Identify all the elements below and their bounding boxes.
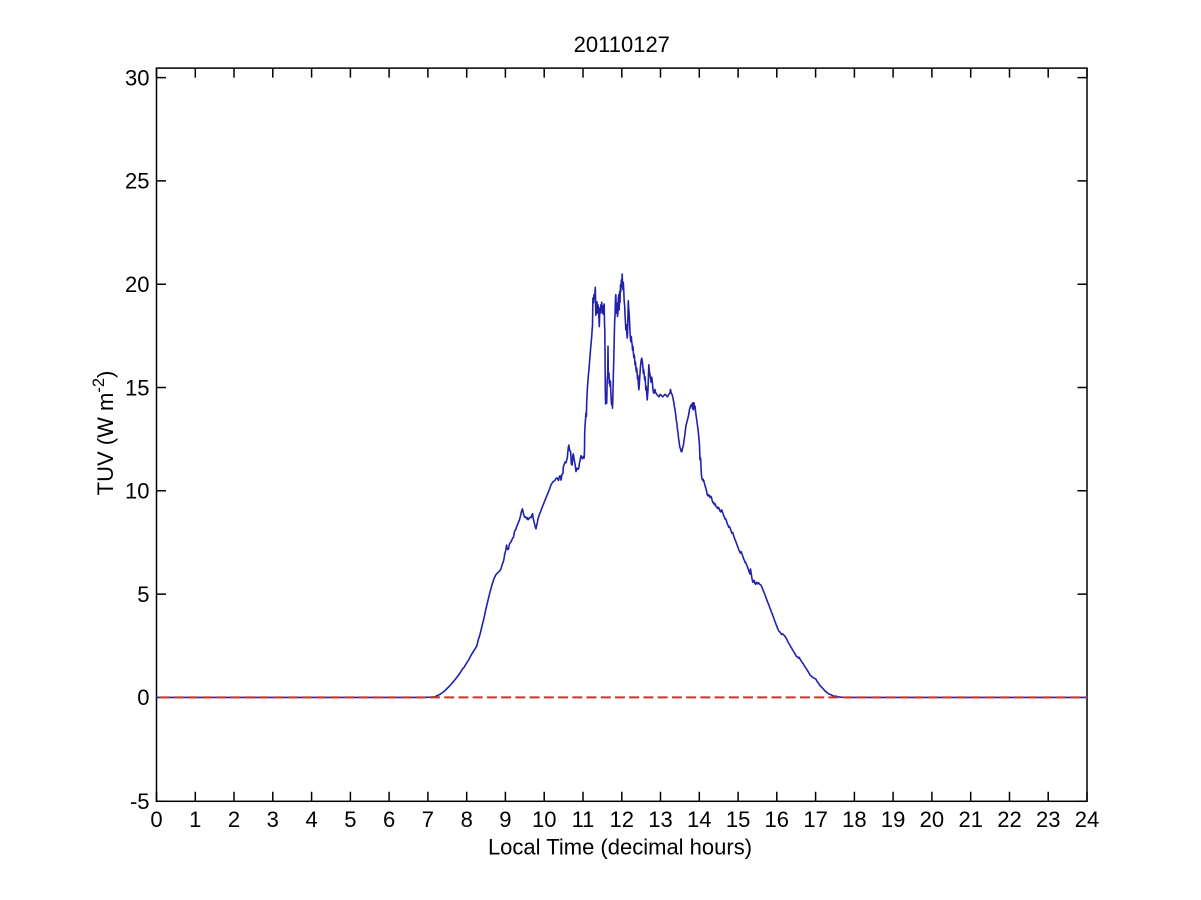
svg-text:0: 0 (150, 807, 162, 832)
svg-text:15: 15 (726, 807, 750, 832)
svg-text:17: 17 (803, 807, 827, 832)
svg-text:9: 9 (499, 807, 511, 832)
svg-text:3: 3 (267, 807, 279, 832)
svg-text:16: 16 (765, 807, 789, 832)
svg-text:10: 10 (125, 479, 149, 504)
svg-text:6: 6 (383, 807, 395, 832)
svg-text:-5: -5 (130, 789, 150, 814)
svg-text:7: 7 (422, 807, 434, 832)
svg-text:13: 13 (648, 807, 672, 832)
svg-text:22: 22 (997, 807, 1021, 832)
svg-text:23: 23 (1036, 807, 1060, 832)
svg-text:20110127: 20110127 (574, 32, 670, 57)
svg-text:11: 11 (572, 807, 595, 832)
svg-text:5: 5 (137, 582, 149, 607)
svg-text:24: 24 (1075, 807, 1099, 832)
svg-text:Local Time (decimal hours): Local Time (decimal hours) (488, 835, 752, 860)
svg-text:30: 30 (125, 65, 149, 90)
svg-text:0: 0 (137, 685, 149, 710)
svg-text:10: 10 (532, 807, 556, 832)
svg-text:14: 14 (687, 807, 711, 832)
svg-text:1: 1 (189, 807, 201, 832)
svg-text:21: 21 (958, 807, 982, 832)
svg-text:8: 8 (461, 807, 473, 832)
svg-text:2: 2 (228, 807, 240, 832)
svg-text:12: 12 (610, 807, 634, 832)
svg-text:15: 15 (125, 375, 149, 400)
svg-text:19: 19 (881, 807, 905, 832)
svg-text:4: 4 (305, 807, 317, 832)
svg-text:5: 5 (344, 807, 356, 832)
svg-text:18: 18 (842, 807, 866, 832)
svg-text:20: 20 (920, 807, 944, 832)
svg-text:25: 25 (125, 169, 149, 194)
svg-text:20: 20 (125, 272, 149, 297)
